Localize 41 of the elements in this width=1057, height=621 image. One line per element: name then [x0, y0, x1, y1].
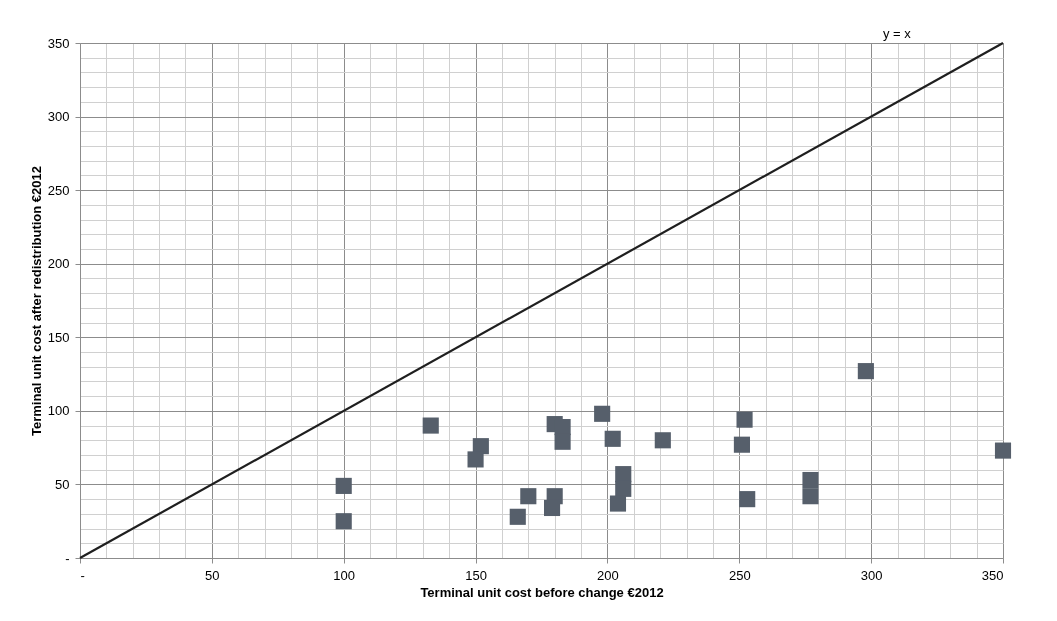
point [736, 411, 753, 428]
x-tick-label: 250 [728, 567, 751, 583]
x-axis-title: Terminal unit cost before change €2012 [420, 584, 664, 600]
x-tick-label: 100 [333, 567, 356, 583]
point [733, 436, 750, 453]
point [994, 442, 1012, 459]
x-tick-label: 300 [860, 567, 883, 583]
y-tick-label: 100 [47, 403, 70, 419]
y-tick-label: 150 [47, 329, 70, 345]
point [609, 495, 627, 512]
point [615, 466, 632, 483]
point [802, 471, 819, 489]
point [802, 488, 819, 505]
point [554, 433, 571, 450]
point [543, 499, 561, 517]
y-tick-label: - [65, 550, 70, 566]
point [739, 491, 756, 508]
point [520, 488, 537, 505]
y-tick-label: 350 [47, 35, 70, 51]
x-tick-label: 150 [465, 567, 487, 583]
x-tick-label: 350 [981, 567, 1004, 583]
point [509, 508, 526, 525]
point [615, 480, 632, 497]
y-tick-label: 50 [55, 476, 70, 492]
x-tick-label: - [80, 567, 85, 583]
point [554, 418, 571, 436]
point [857, 363, 874, 380]
x-tick-label: 50 [205, 567, 220, 583]
point [335, 477, 352, 494]
point [422, 417, 439, 434]
x-tick-label: 200 [597, 567, 619, 583]
point [594, 405, 611, 422]
y-axis-title: Terminal unit cost after redistribution €2012 [28, 166, 44, 436]
point [604, 430, 621, 447]
text: y = x [883, 26, 912, 41]
point [654, 432, 671, 449]
y-tick-label: 200 [47, 256, 70, 272]
y-tick-label: 300 [47, 109, 70, 125]
point [335, 513, 352, 530]
y-tick-label: 250 [47, 182, 70, 198]
point [467, 451, 484, 468]
